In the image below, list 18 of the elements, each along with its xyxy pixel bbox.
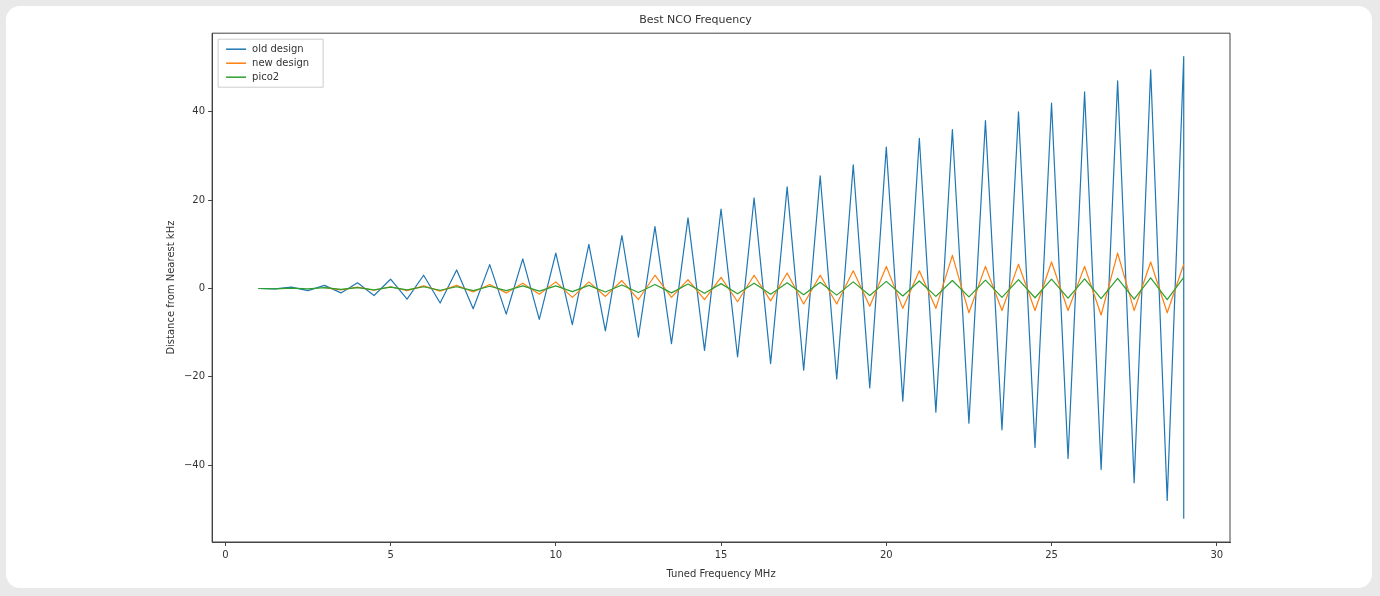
x-tick-label: 20 (879, 548, 893, 560)
y-tick-label: 0 (198, 282, 206, 294)
x-tick-label: 5 (387, 548, 394, 560)
legend-label: old design (252, 42, 304, 54)
x-tick-label: 0 (222, 548, 229, 560)
y-axis-title: Distance from Nearest kHz (164, 220, 176, 355)
y-tick-label: −40 (183, 458, 206, 470)
y-tick-label: −20 (183, 370, 206, 382)
x-tick-label: 30 (1210, 548, 1224, 560)
chart-title: Best NCO Frequency (639, 13, 753, 27)
legend-label: pico2 (252, 70, 280, 82)
x-axis-title: Tuned Frequency MHz (665, 567, 776, 579)
x-tick-label: 10 (549, 548, 563, 560)
y-tick-label: 20 (192, 193, 206, 205)
legend-label: new design (252, 56, 310, 68)
x-tick-label: 25 (1045, 548, 1058, 560)
x-tick-label: 15 (714, 548, 728, 560)
y-tick-label: 40 (192, 105, 206, 117)
